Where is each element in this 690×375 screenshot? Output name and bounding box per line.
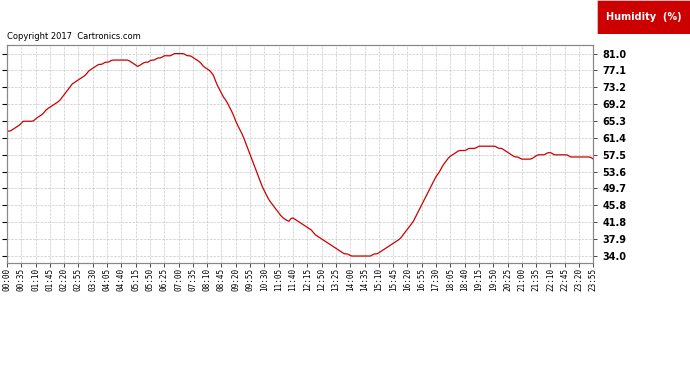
Text: Copyright 2017  Cartronics.com: Copyright 2017 Cartronics.com [7, 32, 141, 40]
